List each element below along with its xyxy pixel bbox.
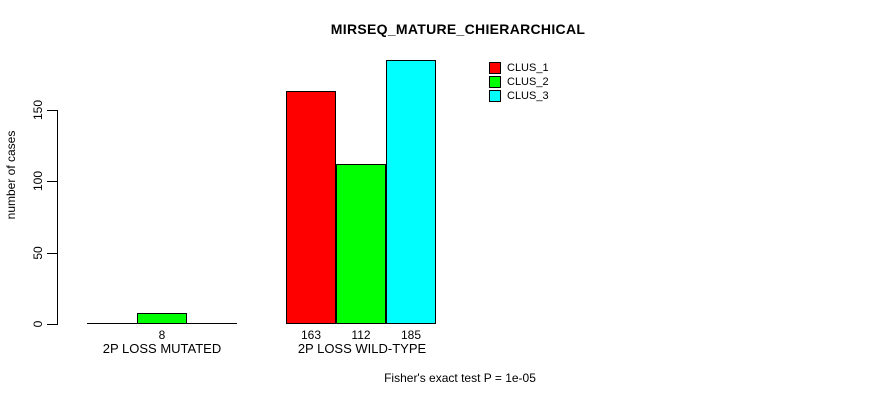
legend-swatch-icon xyxy=(489,76,501,88)
bar-clus_2 xyxy=(137,313,187,324)
legend-label: CLUS_3 xyxy=(507,90,549,102)
bar-value-label: 185 xyxy=(400,328,422,342)
y-tick-mark xyxy=(47,253,57,254)
legend-label: CLUS_2 xyxy=(507,76,549,88)
legend-swatch-icon xyxy=(489,62,501,74)
y-tick-label: 50 xyxy=(31,246,45,260)
chart-title: MIRSEQ_MATURE_CHIERARCHICAL xyxy=(330,21,586,37)
fisher-test-annotation: Fisher's exact test P = 1e-05 xyxy=(384,371,536,385)
legend: CLUS_1 CLUS_2 CLUS_3 xyxy=(489,62,549,104)
legend-swatch-icon xyxy=(489,90,501,102)
bar-clus_2 xyxy=(336,164,386,324)
bar-value-label: 112 xyxy=(351,328,371,342)
x-category-label-mutated: 2P LOSS MUTATED xyxy=(102,341,222,356)
bar-clus_3 xyxy=(386,60,436,324)
y-tick-label: 0 xyxy=(31,320,45,328)
zero-bar-clus_1 xyxy=(87,323,137,324)
legend-item-clus_3: CLUS_3 xyxy=(489,90,549,102)
y-tick-label: 100 xyxy=(31,170,45,192)
x-category-label-wildtype: 2P LOSS WILD-TYPE xyxy=(297,341,427,356)
y-tick-mark xyxy=(47,181,57,182)
bar-value-label: 8 xyxy=(158,328,166,342)
bar-clus_1 xyxy=(286,91,336,324)
legend-item-clus_1: CLUS_1 xyxy=(489,62,549,74)
zero-bar-clus_3 xyxy=(187,323,237,324)
legend-item-clus_2: CLUS_2 xyxy=(489,76,549,88)
legend-label: CLUS_1 xyxy=(507,62,549,74)
y-axis-line xyxy=(57,110,58,325)
bar-value-label: 163 xyxy=(300,328,322,342)
y-tick-label: 150 xyxy=(31,99,45,121)
y-tick-mark xyxy=(47,110,57,111)
y-tick-mark xyxy=(47,324,57,325)
